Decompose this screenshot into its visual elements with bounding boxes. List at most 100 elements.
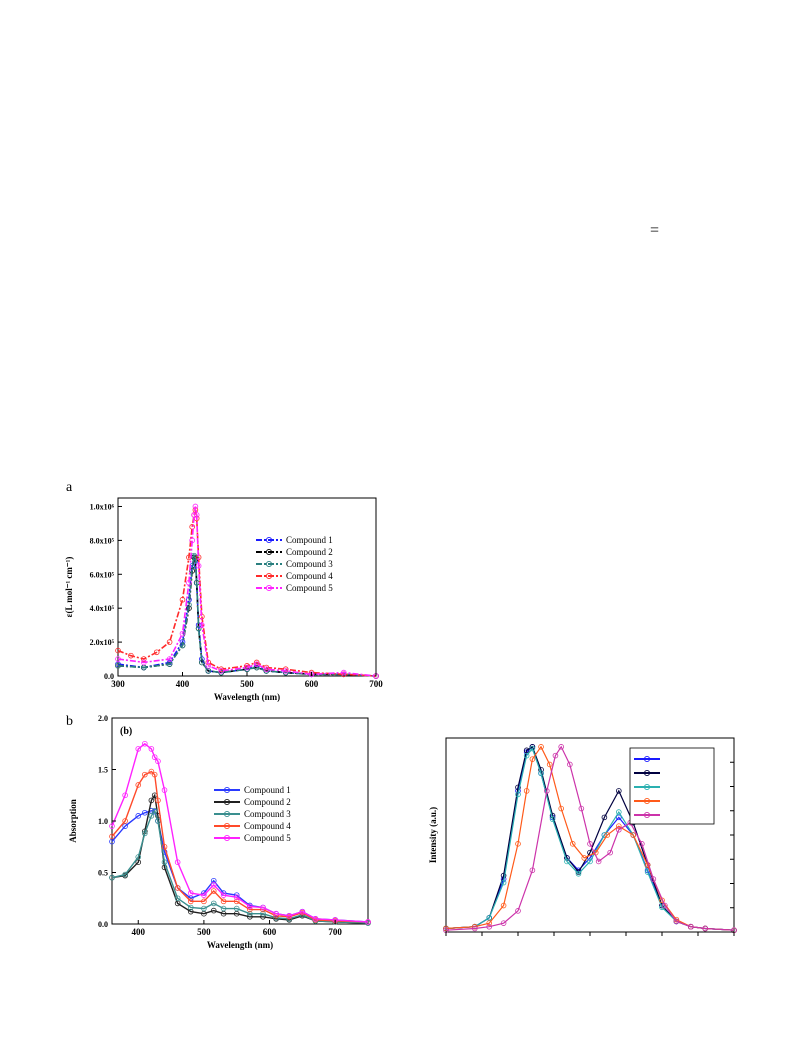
data-point-3-6 — [523, 752, 530, 759]
series-line-1 — [111, 809, 369, 923]
data-point-5-3 — [135, 746, 142, 752]
data-point-5-19 — [340, 669, 347, 676]
series-line-2 — [111, 793, 369, 924]
data-point-4-2 — [471, 923, 478, 930]
data-point-4-2 — [122, 818, 128, 824]
x-tick-label: 400 — [176, 679, 190, 689]
data-point-5-7 — [191, 512, 197, 518]
data-point-5-8 — [552, 752, 559, 759]
legend-label-5: Compound 5 — [244, 833, 291, 843]
data-point-3-7 — [529, 745, 536, 752]
data-point-4-1 — [443, 925, 449, 932]
data-point-3-11 — [575, 871, 582, 877]
data-point-4-5 — [148, 768, 155, 775]
chart-b-absorption: 400 500 600 700 0.0 0.5 1.0 1.5 2.0 Wavelength (n… — [68, 714, 371, 950]
series-line-4 — [445, 745, 735, 931]
data-point-4-8 — [189, 524, 195, 530]
data-point-5-12 — [205, 663, 212, 669]
data-point-2-10 — [187, 908, 194, 915]
data-point-3-3 — [486, 915, 492, 921]
data-point-4-5 — [515, 841, 521, 847]
data-point-4-13 — [220, 898, 227, 905]
legend-label-3: Compound 3 — [244, 809, 291, 819]
data-point-3-12 — [587, 858, 593, 865]
data-point-5-18 — [286, 912, 293, 919]
data-point-5-21 — [687, 923, 694, 930]
data-point-3-14 — [233, 905, 240, 912]
series-line-1 — [117, 554, 377, 677]
data-point-5-14 — [244, 664, 250, 671]
data-point-4-8 — [161, 843, 168, 850]
data-point-1-3 — [135, 813, 142, 819]
y-tick-label: 6.0x10⁵ — [90, 570, 115, 579]
data-point-5-10 — [187, 890, 194, 896]
legend-label-4: Compound 4 — [286, 571, 333, 581]
legend-marker-5 — [223, 834, 231, 842]
data-point-1-4 — [142, 809, 148, 816]
data-point-5-10 — [567, 761, 573, 768]
x-tick-label: 500 — [197, 927, 211, 937]
data-point-5-18 — [308, 671, 315, 678]
data-point-5-16 — [263, 666, 270, 673]
data-point-2-5 — [186, 605, 192, 611]
data-point-3-8 — [192, 554, 199, 561]
series-line-5 — [445, 745, 735, 931]
legend-marker-4 — [265, 572, 273, 580]
x-tick-label: 400 — [132, 927, 146, 937]
data-point-4-1 — [109, 833, 115, 840]
data-point-2-4 — [500, 872, 507, 879]
data-point-4-14 — [205, 659, 212, 666]
data-point-4-1 — [115, 647, 121, 654]
x-tick-label: 600 — [305, 679, 319, 689]
legend-marker-4 — [223, 822, 231, 830]
data-point-4-4 — [500, 902, 507, 909]
data-point-5-17 — [639, 841, 645, 847]
data-point-5-11 — [201, 892, 207, 898]
y-tick-label: 0.5 — [98, 869, 108, 878]
data-point-3-4 — [500, 879, 507, 886]
data-point-4-10 — [558, 805, 565, 812]
data-point-3-11 — [201, 905, 207, 912]
data-point-4-4 — [153, 649, 160, 656]
legend-marker-5 — [643, 811, 651, 819]
panel-letter-a: a — [66, 480, 73, 495]
data-point-5-17 — [273, 910, 279, 917]
data-point-5-13 — [220, 892, 227, 898]
data-point-3-12 — [210, 900, 217, 907]
legend-marker-4 — [643, 797, 651, 805]
data-point-3-9 — [549, 816, 556, 822]
data-point-4-10 — [187, 898, 194, 905]
data-point-5-3 — [166, 656, 173, 662]
data-point-5-22 — [365, 919, 371, 925]
x-axis-label: Wavelength (nm) — [214, 692, 280, 702]
data-point-5-7 — [544, 788, 550, 794]
data-point-5-6 — [189, 537, 195, 544]
y-tick-label: 1.0 — [98, 817, 108, 826]
data-point-4-3 — [141, 656, 147, 662]
data-point-4-8 — [538, 744, 544, 750]
series-line-5 — [111, 742, 369, 923]
data-point-4-11 — [569, 841, 576, 847]
series-line-4 — [117, 509, 377, 677]
data-point-4-7 — [155, 797, 161, 804]
data-point-1-14 — [616, 814, 622, 821]
data-point-4-3 — [135, 782, 142, 788]
data-point-5-14 — [233, 894, 240, 901]
data-point-5-11 — [199, 622, 205, 628]
y-axis-label: Intensity (a.u.) — [428, 807, 438, 863]
data-point-5-15 — [616, 826, 622, 833]
data-point-5-14 — [607, 849, 613, 856]
data-point-4-2 — [128, 652, 134, 659]
data-point-5-19 — [662, 902, 668, 909]
data-point-4-15 — [616, 823, 622, 829]
legend-marker-1 — [223, 786, 231, 794]
legend-label-5: Compound 5 — [286, 583, 333, 593]
data-point-2-5 — [148, 797, 155, 804]
legend-marker-2 — [223, 798, 231, 806]
data-point-5-8 — [161, 787, 168, 793]
chart-title: (b) — [120, 726, 132, 737]
data-point-5-5 — [515, 908, 521, 914]
data-point-5-16 — [260, 904, 266, 911]
data-point-5-6 — [151, 754, 158, 760]
series-line-4 — [111, 770, 369, 923]
